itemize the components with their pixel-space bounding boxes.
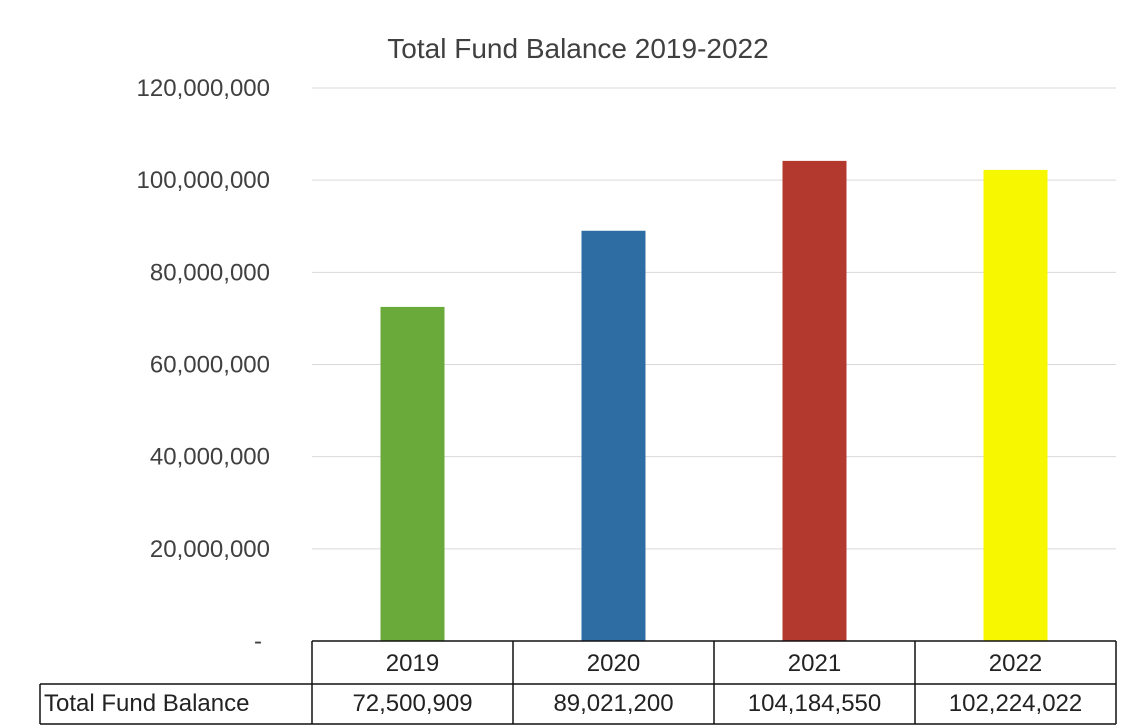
bar-2022 xyxy=(983,169,1048,641)
bar-2021 xyxy=(782,160,847,641)
y-tick-label: 40,000,000 xyxy=(150,444,270,471)
table-value-cell: 72,500,909 xyxy=(352,690,472,717)
x-category-label: 2022 xyxy=(989,650,1042,677)
y-axis-ticks: - 20,000,000 40,000,000 60,000,000 80,000,00… xyxy=(137,75,270,655)
data-table: Total Fund Balance 2019 72,500,909 2020 89,0… xyxy=(39,640,1117,725)
y-tick-label: 60,000,000 xyxy=(150,352,270,379)
x-category-label: 2019 xyxy=(386,650,439,677)
chart-title: Total Fund Balance 2019-2022 xyxy=(387,33,768,64)
table-value-cell: 104,184,550 xyxy=(748,690,881,717)
y-tick-label: 100,000,000 xyxy=(137,167,270,194)
bar-2020 xyxy=(581,230,646,642)
table-value-cell: 102,224,022 xyxy=(949,690,1082,717)
table-row-header: Total Fund Balance xyxy=(44,690,249,717)
x-category-label: 2021 xyxy=(788,650,841,677)
y-tick-label: - xyxy=(254,628,262,655)
bar-2019 xyxy=(380,306,445,641)
bars xyxy=(380,160,1048,642)
y-tick-label: 80,000,000 xyxy=(150,259,270,286)
y-tick-label: 20,000,000 xyxy=(150,536,270,563)
x-category-label: 2020 xyxy=(587,650,640,677)
gridlines xyxy=(312,87,1116,550)
y-tick-label: 120,000,000 xyxy=(137,75,270,102)
table-value-cell: 89,021,200 xyxy=(553,690,673,717)
